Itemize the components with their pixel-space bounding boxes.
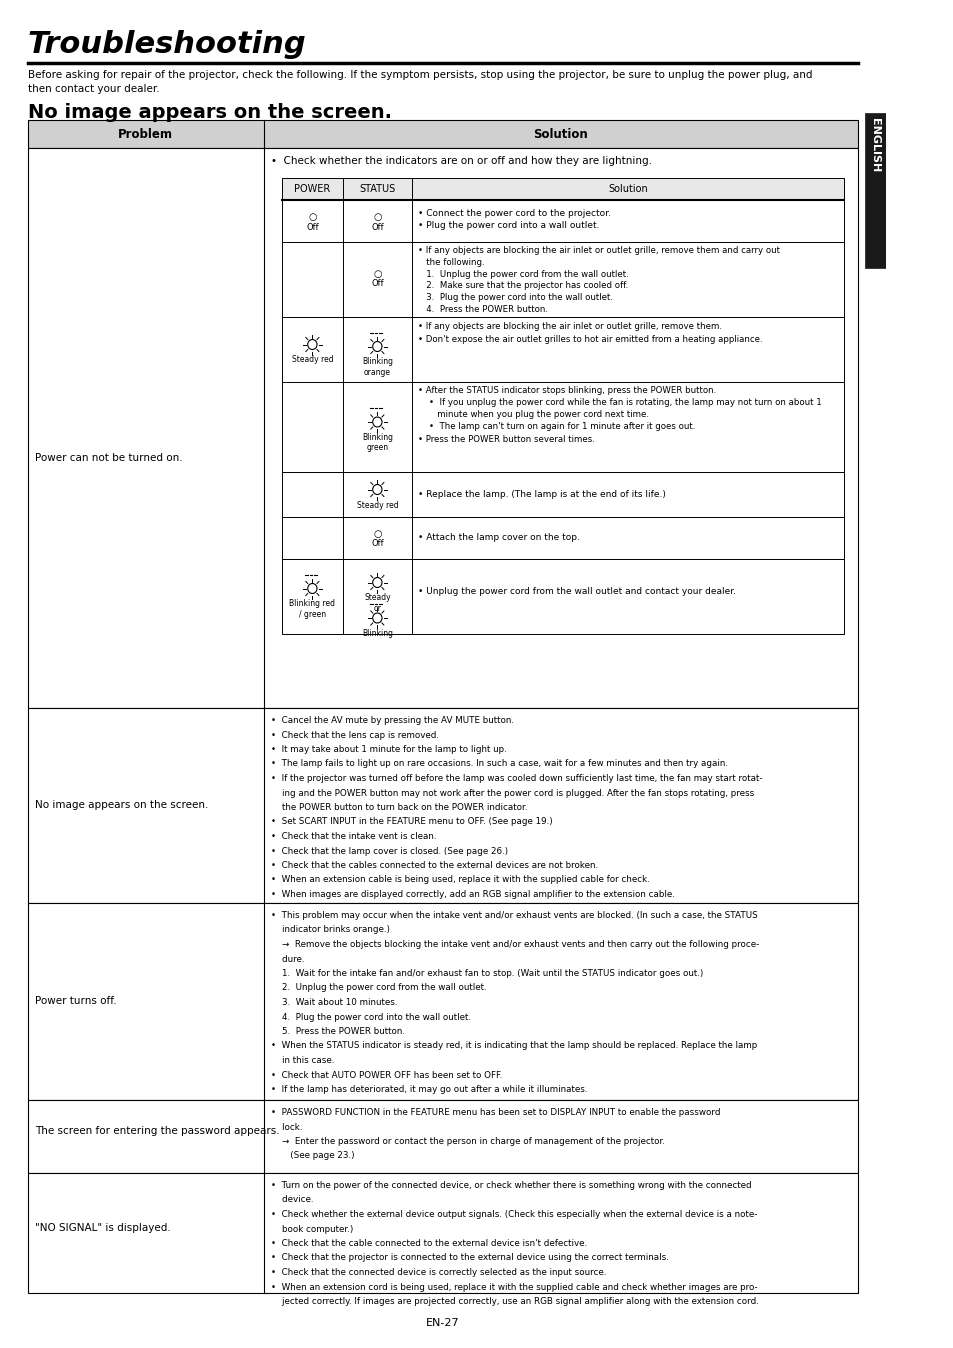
Text: •  Check whether the indicators are on or off and how they are lightning.: • Check whether the indicators are on or… [271, 156, 652, 166]
Text: ○: ○ [373, 528, 381, 539]
Text: • If any objects are blocking the air inlet or outlet grille, remove them.
• Don: • If any objects are blocking the air in… [417, 322, 761, 344]
Text: •  Check that the projector is connected to the external device using the correc: • Check that the projector is connected … [271, 1254, 668, 1263]
Text: Before asking for repair of the projector, check the following. If the symptom p: Before asking for repair of the projecto… [28, 70, 812, 94]
Bar [28, 708, 857, 903]
Text: jected correctly. If images are projected correctly, use an RGB signal amplifier: jected correctly. If images are projecte… [271, 1297, 759, 1306]
Text: Power turns off.: Power turns off. [35, 996, 117, 1007]
Text: ing and the POWER button may not work after the power cord is plugged. After the: ing and the POWER button may not work af… [271, 789, 754, 798]
Text: No image appears on the screen.: No image appears on the screen. [28, 102, 392, 123]
Bar [864, 113, 884, 268]
Text: in this case.: in this case. [271, 1055, 335, 1065]
Text: (See page 23.): (See page 23.) [271, 1151, 355, 1161]
Text: ○: ○ [373, 212, 381, 222]
Text: Steady red: Steady red [292, 356, 333, 364]
Text: The screen for entering the password appears.: The screen for entering the password app… [35, 1127, 279, 1136]
Bar [282, 472, 843, 518]
Text: 2.  Unplug the power cord from the wall outlet.: 2. Unplug the power cord from the wall o… [271, 984, 486, 992]
Text: POWER: POWER [294, 183, 330, 194]
Text: • Connect the power cord to the projector.: • Connect the power cord to the projecto… [417, 209, 610, 218]
Bar [28, 1100, 857, 1173]
Text: Off: Off [371, 222, 383, 232]
Text: •  When images are displayed correctly, add an RGB signal amplifier to the exten: • When images are displayed correctly, a… [271, 890, 674, 899]
Text: 1.  Wait for the intake fan and/or exhaust fan to stop. (Wait until the STATUS i: 1. Wait for the intake fan and/or exhaus… [271, 969, 702, 979]
Text: • Replace the lamp. (The lamp is at the end of its life.): • Replace the lamp. (The lamp is at the … [417, 491, 665, 499]
Text: •  Check that the cable connected to the external device isn't defective.: • Check that the cable connected to the … [271, 1239, 587, 1248]
Bar [28, 120, 857, 148]
Text: •  This problem may occur when the intake vent and/or exhaust vents are blocked.: • This problem may occur when the intake… [271, 911, 757, 919]
Text: ○: ○ [308, 212, 316, 222]
Text: dure.: dure. [271, 954, 304, 964]
Text: No image appears on the screen.: No image appears on the screen. [35, 801, 209, 810]
Text: •  The lamp fails to light up on rare occasions. In such a case, wait for a few : • The lamp fails to light up on rare occ… [271, 759, 727, 768]
Text: "NO SIGNAL" is displayed.: "NO SIGNAL" is displayed. [35, 1223, 171, 1233]
Text: lock.: lock. [271, 1123, 302, 1131]
Text: •  Turn on the power of the connected device, or check whether there is somethin: • Turn on the power of the connected dev… [271, 1181, 751, 1190]
Text: Off: Off [371, 539, 383, 549]
Text: Off: Off [306, 222, 318, 232]
Text: •  When an extension cable is being used, replace it with the supplied cable for: • When an extension cable is being used,… [271, 875, 649, 884]
Text: →  Enter the password or contact the person in charge of management of the proje: → Enter the password or contact the pers… [271, 1136, 664, 1146]
Text: •  Check that the intake vent is clean.: • Check that the intake vent is clean. [271, 832, 436, 841]
Text: STATUS: STATUS [359, 183, 395, 194]
Text: 4.  Plug the power cord into the wall outlet.: 4. Plug the power cord into the wall out… [271, 1012, 471, 1022]
Text: •  Check that the cables connected to the external devices are not broken.: • Check that the cables connected to the… [271, 861, 598, 869]
Text: •  When the STATUS indicator is steady red, it is indicating that the lamp shoul: • When the STATUS indicator is steady re… [271, 1042, 757, 1050]
Text: Blinking red
/ green: Blinking red / green [289, 600, 335, 619]
Bar [282, 381, 843, 472]
Text: • If any objects are blocking the air inlet or outlet grille, remove them and ca: • If any objects are blocking the air in… [417, 245, 779, 314]
Text: Steady red: Steady red [356, 500, 397, 510]
Text: Off: Off [371, 279, 383, 288]
Text: •  Check whether the external device output signals. (Check this especially when: • Check whether the external device outp… [271, 1211, 757, 1219]
Text: •  Cancel the AV mute by pressing the AV MUTE button.: • Cancel the AV mute by pressing the AV … [271, 716, 514, 725]
Text: •  Check that AUTO POWER OFF has been set to OFF.: • Check that AUTO POWER OFF has been set… [271, 1070, 502, 1080]
Text: →  Remove the objects blocking the intake vent and/or exhaust vents and then car: → Remove the objects blocking the intake… [271, 940, 759, 949]
Text: •  Check that the lamp cover is closed. (See page 26.): • Check that the lamp cover is closed. (… [271, 847, 508, 856]
Text: Solution: Solution [533, 128, 587, 140]
Text: Blinking: Blinking [361, 630, 393, 638]
Text: device.: device. [271, 1196, 314, 1205]
Text: •  If the projector was turned off before the lamp was cooled down sufficiently : • If the projector was turned off before… [271, 774, 761, 783]
Text: Troubleshooting: Troubleshooting [28, 30, 306, 59]
Text: •  Check that the connected device is correctly selected as the input source.: • Check that the connected device is cor… [271, 1268, 606, 1277]
Bar [28, 148, 857, 708]
Text: •  Check that the lens cap is removed.: • Check that the lens cap is removed. [271, 731, 438, 740]
Text: ○: ○ [373, 268, 381, 279]
Bar [282, 317, 843, 381]
Bar [282, 178, 843, 200]
Bar [282, 518, 843, 559]
Text: •  Set SCART INPUT in the FEATURE menu to OFF. (See page 19.): • Set SCART INPUT in the FEATURE menu to… [271, 817, 552, 826]
Text: Blinking
orange: Blinking orange [361, 357, 393, 377]
Text: indicator brinks orange.): indicator brinks orange.) [271, 926, 390, 934]
Bar [282, 559, 843, 634]
Text: • Plug the power cord into a wall outlet.: • Plug the power cord into a wall outlet… [417, 221, 598, 231]
Text: •  It may take about 1 minute for the lamp to light up.: • It may take about 1 minute for the lam… [271, 745, 506, 754]
Text: the POWER button to turn back on the POWER indicator.: the POWER button to turn back on the POW… [271, 803, 527, 811]
Text: 5.  Press the POWER button.: 5. Press the POWER button. [271, 1027, 405, 1037]
Text: book computer.): book computer.) [271, 1224, 353, 1233]
Text: 3.  Wait about 10 minutes.: 3. Wait about 10 minutes. [271, 998, 397, 1007]
Text: • Unplug the power cord from the wall outlet and contact your dealer.: • Unplug the power cord from the wall ou… [417, 586, 735, 596]
Text: Power can not be turned on.: Power can not be turned on. [35, 453, 183, 462]
Text: • After the STATUS indicator stops blinking, press the POWER button.
    •  If y: • After the STATUS indicator stops blink… [417, 386, 821, 443]
Text: •  When an extension cord is being used, replace it with the supplied cable and : • When an extension cord is being used, … [271, 1282, 757, 1291]
Text: Problem: Problem [118, 128, 173, 140]
Text: Steady
or: Steady or [364, 593, 391, 613]
Text: Solution: Solution [607, 183, 647, 194]
Text: ENGLISH: ENGLISH [869, 119, 880, 173]
Bar [28, 903, 857, 1100]
Text: • Attach the lamp cover on the top.: • Attach the lamp cover on the top. [417, 534, 579, 542]
Text: Blinking
green: Blinking green [361, 433, 393, 453]
Text: EN-27: EN-27 [426, 1318, 459, 1328]
Bar [282, 200, 843, 243]
Text: •  If the lamp has deteriorated, it may go out after a while it illuminates.: • If the lamp has deteriorated, it may g… [271, 1085, 587, 1095]
Bar [28, 1173, 857, 1293]
Bar [282, 243, 843, 317]
Text: •  PASSWORD FUNCTION in the FEATURE menu has been set to DISPLAY INPUT to enable: • PASSWORD FUNCTION in the FEATURE menu … [271, 1108, 720, 1117]
